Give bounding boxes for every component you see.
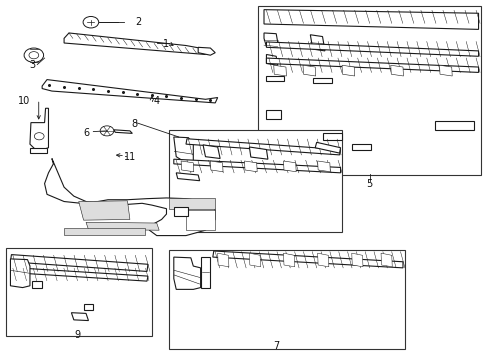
- Polygon shape: [249, 147, 267, 159]
- Polygon shape: [249, 253, 260, 267]
- Polygon shape: [351, 253, 362, 267]
- Polygon shape: [317, 253, 328, 267]
- Polygon shape: [173, 159, 340, 173]
- Text: 11: 11: [123, 152, 136, 162]
- Polygon shape: [30, 148, 47, 153]
- Polygon shape: [210, 161, 223, 172]
- Polygon shape: [71, 313, 88, 320]
- Polygon shape: [266, 42, 478, 56]
- Polygon shape: [317, 161, 330, 172]
- Polygon shape: [310, 35, 325, 51]
- Polygon shape: [198, 47, 215, 55]
- Polygon shape: [203, 145, 220, 158]
- Polygon shape: [212, 251, 402, 268]
- Text: 2: 2: [135, 17, 141, 27]
- Text: 5: 5: [365, 179, 371, 189]
- Polygon shape: [10, 255, 148, 271]
- Polygon shape: [176, 173, 199, 181]
- Polygon shape: [322, 134, 341, 140]
- Polygon shape: [264, 33, 278, 47]
- Circle shape: [83, 17, 99, 28]
- Polygon shape: [217, 253, 228, 267]
- Text: 6: 6: [83, 129, 89, 138]
- Text: 4: 4: [153, 96, 160, 106]
- Polygon shape: [351, 144, 370, 149]
- Bar: [5, 248, 152, 336]
- Polygon shape: [185, 211, 215, 230]
- Polygon shape: [10, 259, 30, 288]
- Circle shape: [34, 133, 44, 140]
- Polygon shape: [266, 76, 283, 81]
- Polygon shape: [315, 142, 340, 153]
- Polygon shape: [266, 58, 478, 72]
- Polygon shape: [390, 65, 403, 76]
- Polygon shape: [264, 10, 478, 30]
- Polygon shape: [312, 78, 331, 83]
- Polygon shape: [64, 228, 144, 234]
- Bar: [258, 6, 480, 175]
- Polygon shape: [303, 65, 315, 76]
- Bar: [168, 250, 405, 348]
- Polygon shape: [434, 121, 473, 130]
- Polygon shape: [283, 253, 294, 267]
- Polygon shape: [200, 257, 210, 288]
- Polygon shape: [86, 222, 159, 230]
- Polygon shape: [10, 267, 148, 281]
- Polygon shape: [168, 198, 215, 209]
- Polygon shape: [181, 161, 193, 172]
- Text: 3: 3: [29, 60, 35, 70]
- Polygon shape: [341, 65, 354, 76]
- Polygon shape: [173, 257, 200, 289]
- Polygon shape: [42, 80, 217, 103]
- Text: 7: 7: [272, 341, 279, 351]
- Polygon shape: [174, 207, 188, 216]
- Polygon shape: [266, 110, 281, 119]
- Polygon shape: [83, 304, 93, 310]
- Polygon shape: [44, 158, 215, 235]
- Polygon shape: [114, 130, 132, 134]
- Polygon shape: [30, 108, 48, 151]
- Text: 9: 9: [75, 330, 81, 340]
- Polygon shape: [32, 281, 42, 288]
- Polygon shape: [266, 54, 277, 65]
- Polygon shape: [439, 65, 451, 76]
- Bar: [168, 130, 341, 232]
- Text: 10: 10: [18, 96, 30, 106]
- Polygon shape: [273, 65, 286, 76]
- Polygon shape: [173, 137, 193, 163]
- Polygon shape: [283, 161, 296, 172]
- Polygon shape: [380, 253, 391, 267]
- Polygon shape: [79, 201, 130, 220]
- Polygon shape: [185, 139, 340, 155]
- Circle shape: [29, 51, 39, 59]
- Polygon shape: [244, 161, 257, 172]
- Circle shape: [100, 126, 114, 136]
- Polygon shape: [64, 33, 205, 54]
- Text: 8: 8: [131, 120, 138, 129]
- Text: 1: 1: [163, 39, 169, 49]
- Circle shape: [24, 48, 43, 62]
